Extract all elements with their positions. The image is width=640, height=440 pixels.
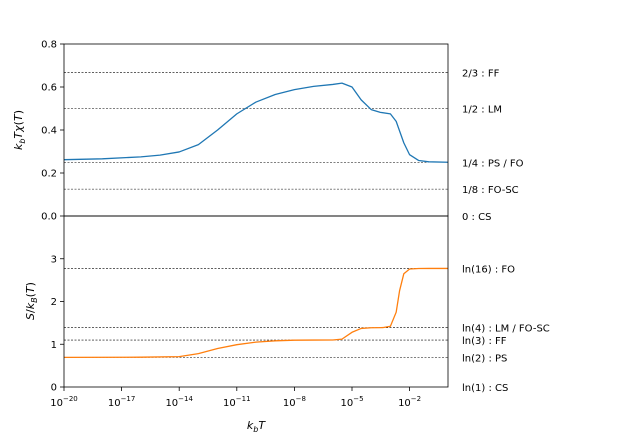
x-tick-label: 10−11 <box>223 395 251 409</box>
x-tick-label: 10−17 <box>108 395 136 409</box>
x-tick-label: 10−8 <box>283 395 306 409</box>
y-tick-label: 0 <box>51 383 57 394</box>
bottom-ylabel: S/kB(T) <box>24 282 39 320</box>
reference-label: 1/2 : LM <box>462 105 502 116</box>
y-tick-label: 2 <box>51 297 57 308</box>
reference-label: 1/8 : FO-SC <box>462 185 519 196</box>
top-ylabel: kbTχ(T) <box>12 110 27 150</box>
series-line <box>63 267 448 359</box>
y-tick-label: 1 <box>51 340 57 351</box>
top-panel: 2/3 : FF 1/2 : LM 1/4 : PS / FO 1/8 : FO-SC… <box>41 40 524 224</box>
x-tick-label: 10−5 <box>340 395 363 409</box>
x-tick-label: 10−20 <box>50 395 78 409</box>
bottom-xlabel: kbT <box>247 419 266 434</box>
y-tick-label: 0.2 <box>41 169 57 180</box>
reference-label: ln(4) : LM / FO-SC <box>462 324 550 335</box>
reference-label: 0 : CS <box>462 212 491 223</box>
reference-label: ln(3) : FF <box>462 336 507 347</box>
axes-frame <box>63 43 449 217</box>
x-tick-label: 10−14 <box>165 395 193 409</box>
y-tick-label: 0.0 <box>41 212 57 223</box>
reference-label: 1/4 : PS / FO <box>462 158 524 169</box>
reference-label: ln(16) : FO <box>462 264 515 275</box>
axes-frame <box>63 215 449 388</box>
y-tick-label: 0.6 <box>41 83 57 94</box>
y-tick-label: 0.4 <box>41 126 57 137</box>
x-tick-label: 10−2 <box>398 395 421 409</box>
y-tick-label: 0.8 <box>41 40 57 51</box>
reference-label: 2/3 : FF <box>462 69 500 80</box>
series-line <box>63 82 449 163</box>
reference-label: ln(2) : PS <box>462 353 507 364</box>
y-tick-label: 3 <box>51 254 57 265</box>
reference-label: ln(1) : CS <box>462 383 508 394</box>
